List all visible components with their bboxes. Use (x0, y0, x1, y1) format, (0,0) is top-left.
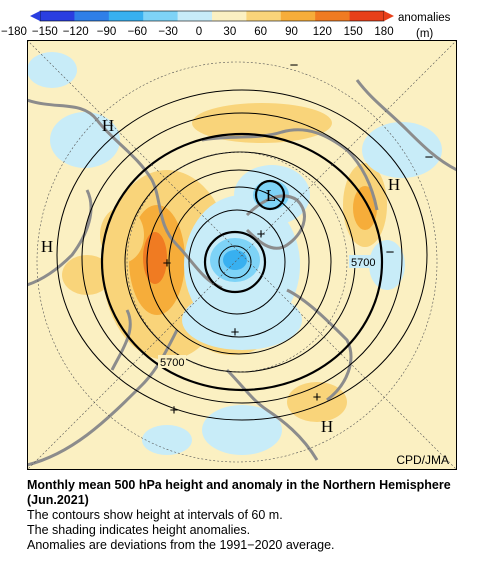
colorbar-tick-label: 180 (374, 26, 393, 38)
colorbar-ticks: −180 −150 −120 −90 −60 −30 0 30 60 90 120 150 180 (1, 26, 394, 38)
colorbar-swatch (212, 11, 247, 21)
colorbar-swatches (39, 10, 385, 22)
colorbar-swatch (246, 11, 282, 21)
map-frame (27, 40, 457, 470)
colorbar-label-anomalies: anomalies (398, 12, 451, 24)
colorbar-tick-label: 150 (344, 26, 363, 38)
contour-label-5700-south: 5700 (160, 357, 184, 369)
colorbar-left-arrow (30, 11, 40, 21)
colorbar-tick-label: 90 (285, 26, 298, 38)
positive-anomaly-sign: + (170, 402, 179, 419)
caption-title: Monthly mean 500 hPa height and anomaly … (27, 478, 451, 507)
caption-line-contours: The contours show height at intervals of… (27, 508, 283, 522)
figure-caption: Monthly mean 500 hPa height and anomaly … (27, 478, 472, 553)
high-pressure-marker: H (321, 417, 333, 436)
caption-line-shading: The shading indicates height anomalies. (27, 523, 251, 537)
contour-label-bg-2 (158, 355, 186, 368)
positive-anomaly-sign: + (313, 389, 322, 406)
high-pressure-marker: H (102, 116, 114, 135)
colorbar-label-units: (m) (416, 28, 433, 40)
high-pressure-marker: H (41, 237, 53, 256)
colorbar-swatch (315, 11, 351, 21)
high-pressure-marker: H (388, 175, 400, 194)
colorbar-tick-label: −90 (97, 26, 117, 38)
negative-anomaly-sign: − (290, 57, 299, 74)
negative-anomaly-shading (27, 52, 442, 455)
colorbar-right-arrow (384, 11, 394, 21)
colorbar-tick-label: 30 (223, 26, 236, 38)
colorbar-swatch (40, 11, 75, 21)
positive-anomaly-sign: + (163, 255, 172, 272)
height-contours (56, 89, 428, 421)
colorbar-swatch (108, 11, 144, 21)
colorbar-tick-label: −180 (1, 26, 27, 38)
colorbar-swatch (349, 11, 385, 21)
graticule (27, 40, 457, 470)
colorbar-tick-label: −150 (32, 26, 58, 38)
colorbar-swatch (74, 11, 110, 21)
low-pressure-marker: L (266, 186, 276, 205)
contour-label-5700-east: 5700 (351, 257, 375, 269)
contour-label-bg-1 (349, 255, 377, 268)
colorbar-tick-label: −120 (63, 26, 89, 38)
positive-anomaly-sign: + (231, 324, 240, 341)
map-credit: CPD/JMA (396, 453, 449, 467)
colorbar-tick-label: 120 (313, 26, 332, 38)
positive-anomaly-sign: + (257, 226, 266, 243)
colorbar-tick-label: −30 (158, 26, 178, 38)
colorbar-swatch (143, 11, 179, 21)
colorbar-swatch (177, 11, 213, 21)
colorbar-tick-label: −60 (128, 26, 148, 38)
colorbar-tick-label: 60 (254, 26, 267, 38)
negative-anomaly-sign: − (386, 244, 395, 261)
colorbar-tick-label: 0 (196, 26, 202, 38)
negative-anomaly-sign: − (425, 149, 434, 166)
caption-line-anomalies: Anomalies are deviations from the 1991−2… (27, 538, 335, 552)
colorbar-swatch (280, 11, 316, 21)
anomaly-colorbar: −180 −150 −120 −90 −60 −30 0 30 60 90 120 150 180 an… (1, 10, 451, 40)
polar-stereographic-map: 5700 5700 H H H H L − − − + + + + + CPD/… (27, 40, 457, 470)
